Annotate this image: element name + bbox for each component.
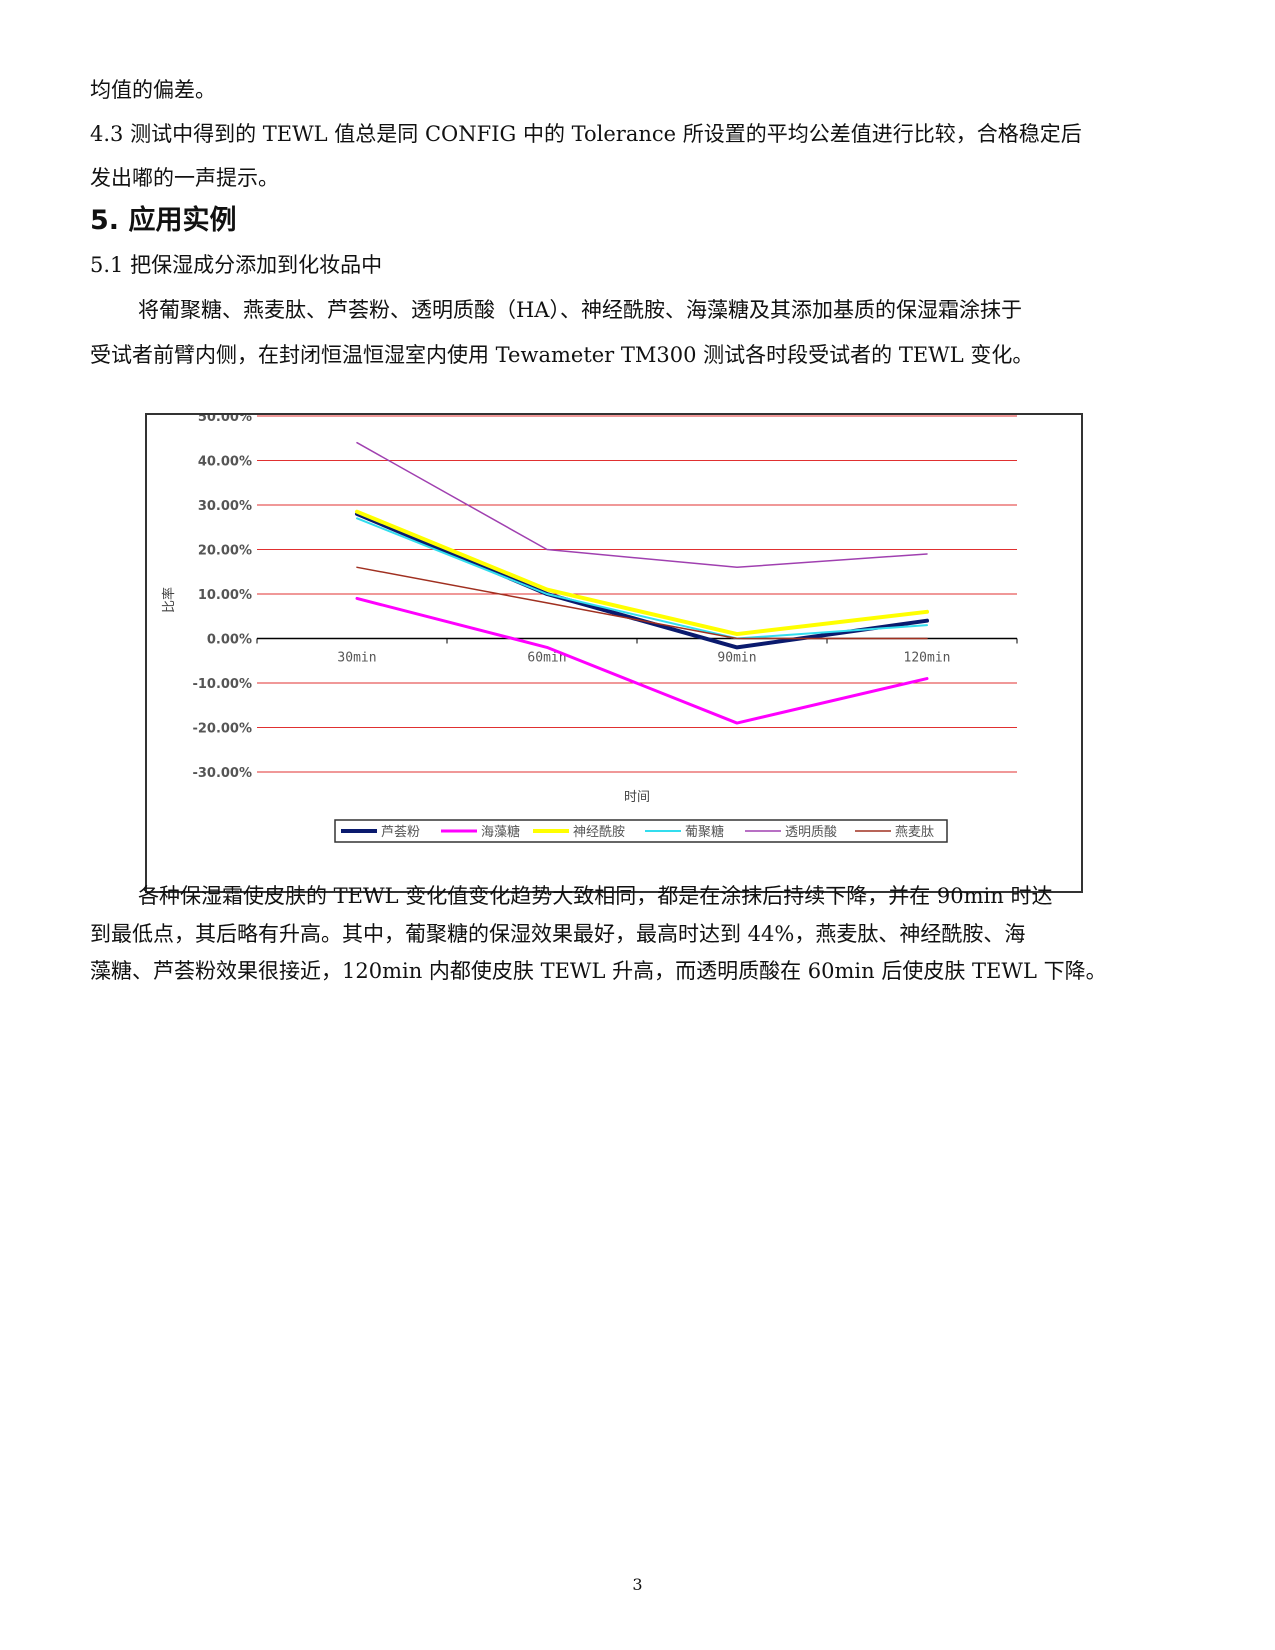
x-tick-label: 30min [337, 651, 376, 666]
x-axis-title: 时间 [624, 790, 650, 805]
tewl-line-chart: 50.00% 40.00% 30.00% 20.00% 10.00% 0.00% -10.0… [145, 413, 1083, 893]
series-line [356, 441, 928, 569]
x-tick-label: 90min [717, 651, 756, 666]
page-number: 3 [632, 1575, 643, 1594]
x-tick-label: 60min [527, 651, 566, 666]
paragraph-1-line-2: 受试者前臂内侧，在封闭恒温恒湿室内使用 Tewameter TM300 测试各时… [90, 343, 1034, 367]
legend-label: 葡聚糖 [685, 824, 724, 840]
y-tick-label: 50.00% [198, 415, 252, 425]
legend-label: 芦荟粉 [381, 825, 420, 840]
section-heading: 5. 应用实例 [90, 205, 237, 236]
y-tick-label: -10.00% [192, 677, 252, 692]
y-tick-label: 40.00% [198, 455, 252, 470]
y-tick-label: -20.00% [192, 722, 252, 737]
paragraph-2-line-1: 各种保湿霜使皮肤的 TEWL 变化值变化趋势大致相同，都是在涂抹后持续下降，并在… [138, 884, 1053, 908]
paragraph-1-line-1: 将葡聚糖、燕麦肽、芦荟粉、透明质酸（HA）、神经酰胺、海藻糖及其添加基质的保湿霜… [138, 298, 1022, 322]
series-line [356, 517, 928, 640]
x-tick-label: 120min [904, 651, 951, 666]
paragraph-2-line-2: 到最低点，其后略有升高。其中，葡聚糖的保湿效果最好，最高时达到 44%，燕麦肽、… [90, 922, 1026, 946]
paragraph-2-line-3: 藻糖、芦荟粉效果很接近，120min 内都使皮肤 TEWL 升高，而透明质酸在 … [90, 959, 1107, 983]
series-line [355, 509, 929, 637]
legend-label: 透明质酸 [785, 825, 837, 840]
series-line [355, 596, 929, 725]
y-tick-label: 0.00% [207, 633, 252, 648]
text-line-2: 4.3 测试中得到的 TEWL 值总是同 CONFIG 中的 Tolerance… [90, 122, 1082, 146]
y-tick-label: 10.00% [198, 588, 252, 603]
subsection-title: 5.1 把保湿成分添加到化妆品中 [90, 253, 383, 277]
text-line-1: 均值的偏差。 [90, 78, 216, 102]
chart-canvas: 50.00% 40.00% 30.00% 20.00% 10.00% 0.00% -10.0… [161, 415, 1018, 843]
series-line [355, 511, 929, 650]
legend-label: 神经酰胺 [573, 825, 625, 840]
series-line [356, 566, 928, 640]
text-line-3: 发出嘟的一声提示。 [90, 166, 279, 190]
y-tick-label: 20.00% [198, 544, 252, 559]
legend-box [334, 819, 948, 843]
y-tick-label: -30.00% [192, 766, 252, 781]
y-axis-title: 比率 [161, 587, 177, 613]
legend-label: 燕麦肽 [895, 825, 934, 840]
legend-label: 海藻糖 [481, 824, 520, 840]
y-tick-label: 30.00% [198, 499, 252, 514]
